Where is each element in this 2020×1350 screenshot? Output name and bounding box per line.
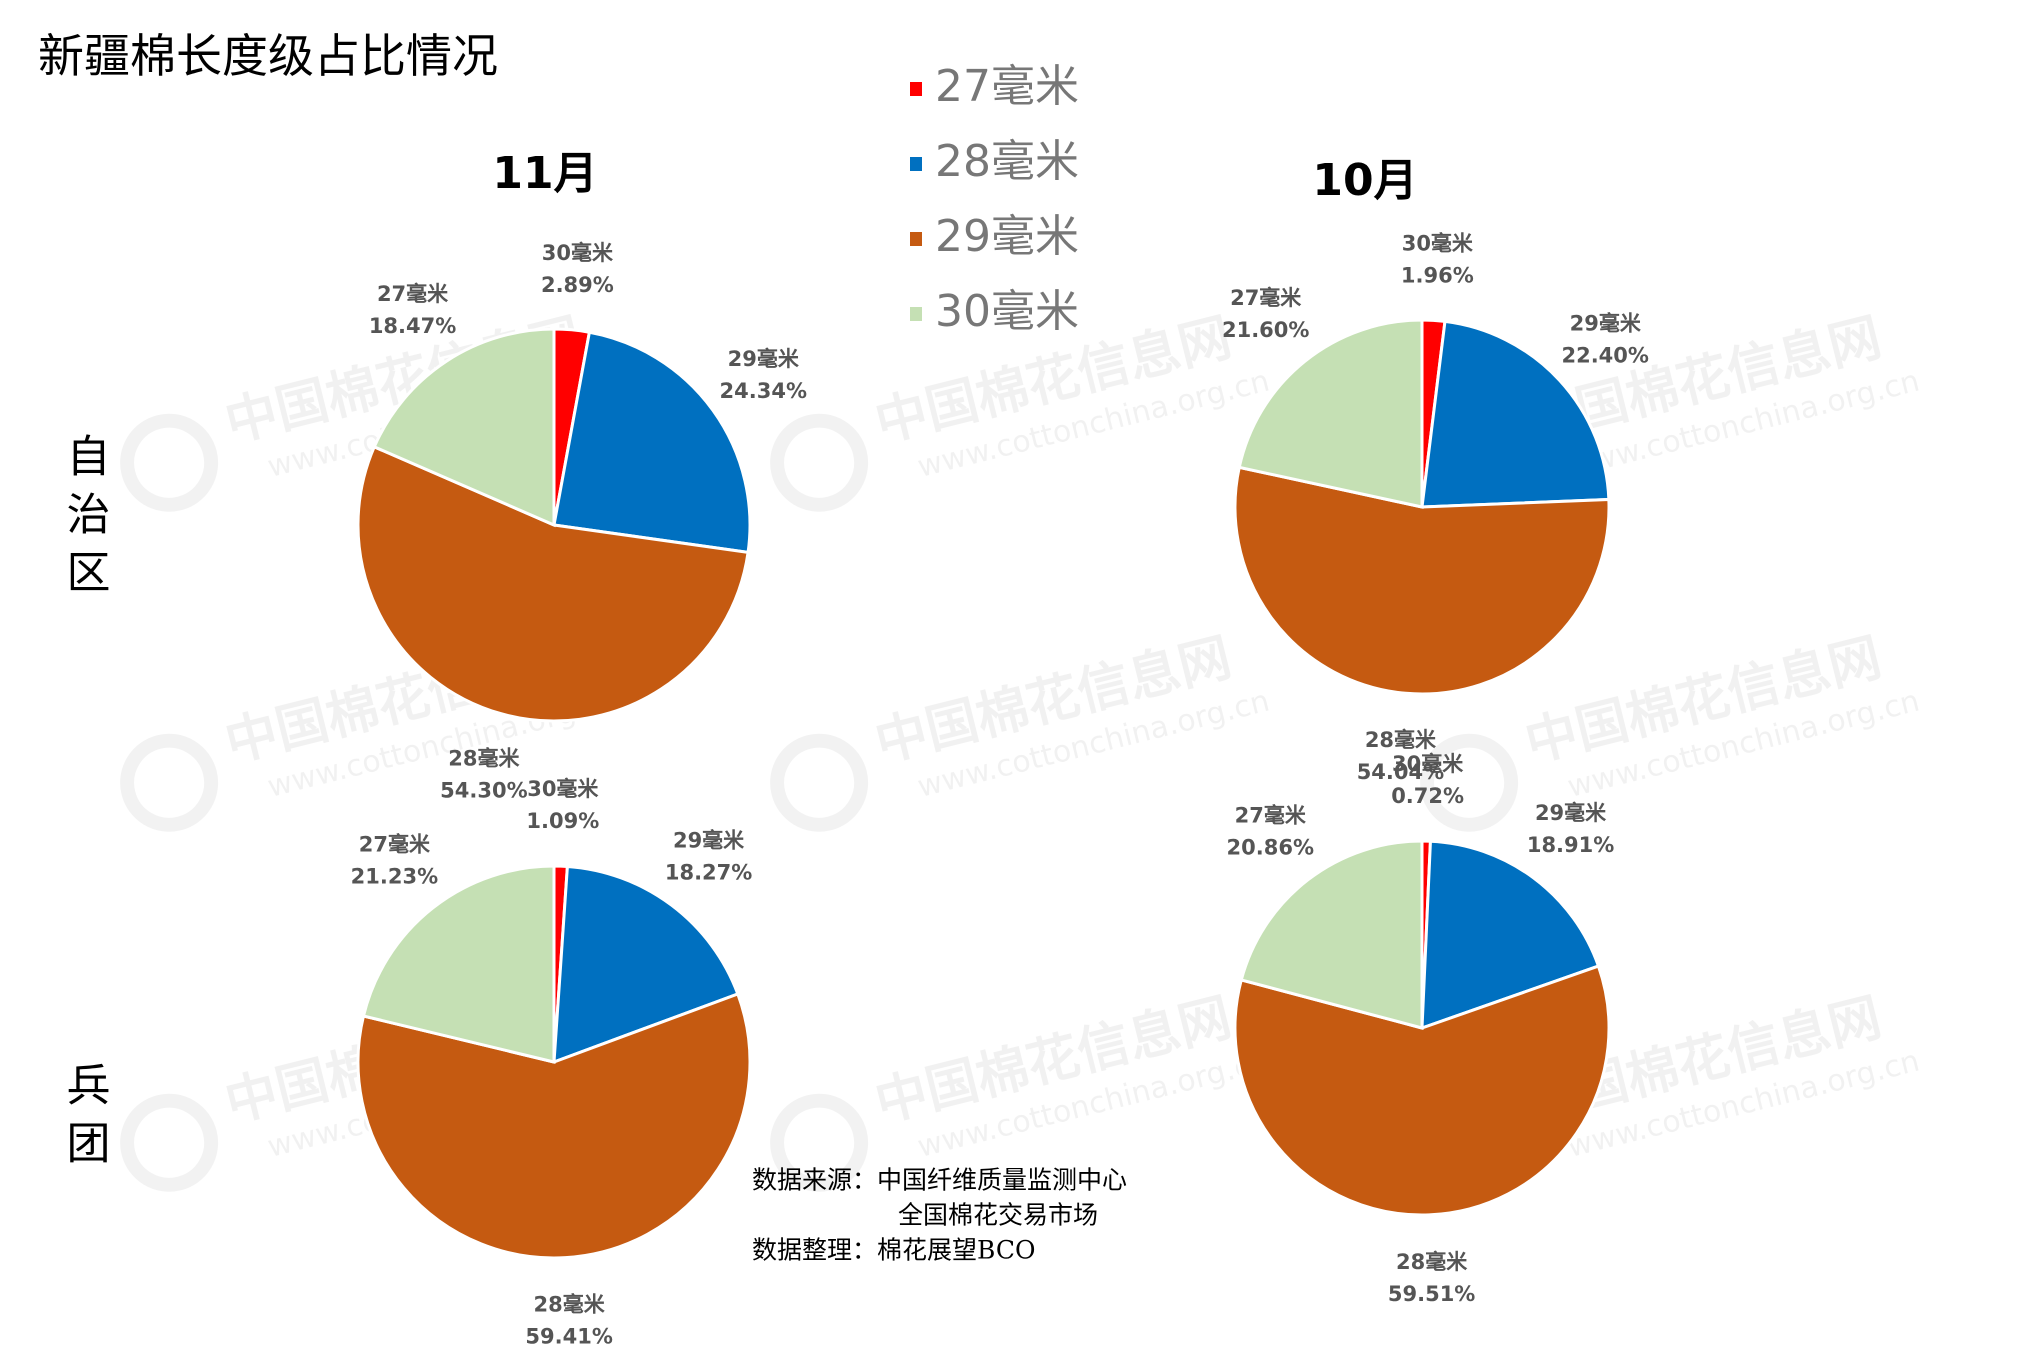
data-label-value: 1.09% (526, 809, 599, 833)
source-text: 数据来源：中国纤维质量监测中心 (752, 1166, 1127, 1195)
data-label-category: 30毫米 (1402, 231, 1474, 255)
data-label-value: 0.72% (1391, 784, 1464, 808)
pie-slice (1233, 964, 1611, 1217)
data-label-category: 30毫米 (542, 241, 614, 265)
data-label-value: 18.27% (665, 860, 752, 884)
column-header: 11月 (492, 148, 597, 199)
data-label-category: 27毫米 (1230, 286, 1302, 310)
data-label-category: 28毫米 (1365, 728, 1437, 752)
legend-swatch (910, 157, 922, 171)
data-label-value: 22.40% (1561, 343, 1648, 367)
legend-swatch (910, 232, 922, 246)
pie-slice (1237, 318, 1424, 509)
legend-swatch (910, 307, 922, 321)
watermark-logo (770, 733, 869, 832)
data-label-category: 27毫米 (359, 832, 431, 856)
data-label-category: 29毫米 (1535, 801, 1607, 825)
data-label-value: 54.04% (1357, 760, 1444, 784)
legend-label: 28毫米 (935, 136, 1079, 187)
legend-label: 30毫米 (935, 286, 1079, 337)
data-label-value: 18.47% (369, 314, 456, 338)
data-label-category: 29毫米 (728, 347, 800, 371)
data-label-value: 24.34% (720, 379, 807, 403)
legend-label: 27毫米 (935, 61, 1079, 112)
data-label-category: 29毫米 (673, 828, 745, 852)
data-label-value: 2.89% (541, 273, 614, 297)
data-label-category: 29毫米 (1570, 311, 1642, 335)
row-header: 兵团 (59, 1062, 110, 1178)
data-label-value: 21.60% (1222, 318, 1309, 342)
data-label-value: 18.91% (1527, 833, 1614, 857)
data-label-category: 27毫米 (377, 282, 449, 306)
data-label-value: 59.41% (525, 1325, 612, 1349)
watermark-logo (770, 413, 869, 512)
data-label-category: 30毫米 (1392, 752, 1464, 776)
watermark-logo (120, 413, 219, 512)
pie-slice (356, 992, 752, 1260)
data-label-category: 27毫米 (1235, 804, 1307, 828)
data-label-value: 59.51% (1388, 1282, 1475, 1306)
row-header: 自治区 (59, 433, 110, 607)
source-text: 数据整理：棉花展望BCO (752, 1236, 1035, 1265)
legend-swatch (910, 82, 922, 96)
data-label-category: 28毫米 (534, 1293, 606, 1317)
pie-slice (1233, 465, 1611, 696)
data-label-value: 54.30% (440, 778, 527, 802)
watermark-logo (120, 733, 219, 832)
pie-slice (372, 327, 556, 528)
column-header: 10月 (1312, 155, 1417, 206)
watermark-logo (120, 1093, 219, 1192)
page-title: 新疆棉长度级占比情况 (38, 29, 498, 83)
watermark-logo (770, 1093, 869, 1192)
pie-slice (1239, 839, 1424, 1030)
pie-slice (361, 864, 556, 1064)
pie-slice (356, 444, 750, 723)
watermark-logo (1420, 733, 1519, 832)
pie-slice (552, 864, 740, 1065)
data-label-value: 20.86% (1227, 836, 1314, 860)
pie-slice (1420, 319, 1611, 509)
source-text: 全国棉花交易市场 (898, 1201, 1098, 1230)
data-label-category: 30毫米 (527, 777, 599, 801)
pie-slice (552, 330, 752, 555)
data-label-category: 28毫米 (1396, 1250, 1468, 1274)
data-label-category: 28毫米 (448, 746, 520, 770)
data-label-value: 21.23% (351, 864, 438, 888)
data-label-value: 1.96% (1401, 263, 1474, 287)
legend-label: 29毫米 (935, 211, 1079, 262)
